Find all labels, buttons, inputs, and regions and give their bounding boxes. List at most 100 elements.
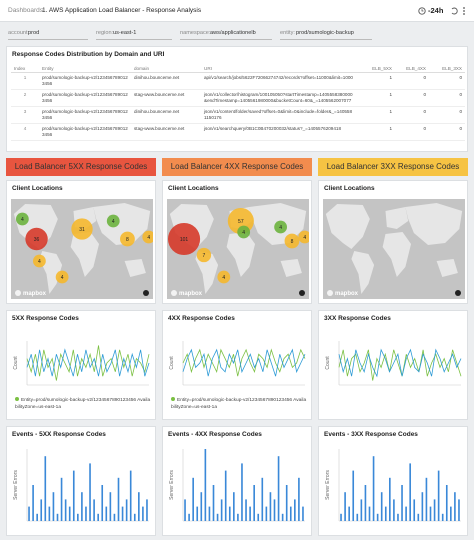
map-bubble xyxy=(55,270,69,284)
event-bar xyxy=(269,492,272,521)
filter[interactable]: namespace: aws/applicationelb xyxy=(180,26,272,40)
event-bar xyxy=(68,506,71,521)
table-cell: prod/sumologic-backup-v2/123456789012345… xyxy=(39,72,131,90)
table-cell: 1 xyxy=(11,72,39,90)
event-bar xyxy=(85,506,87,521)
table-cell: 4 xyxy=(11,123,39,141)
event-bar xyxy=(233,492,235,521)
event-bar xyxy=(368,506,371,521)
bubble-label: 101 xyxy=(180,237,189,243)
map-bubble xyxy=(274,220,287,234)
map-land xyxy=(351,251,375,294)
table-cell: dinihou.bounceme.net xyxy=(131,106,201,124)
column-header: ELB_4XX xyxy=(395,64,429,73)
filter[interactable]: region: us-east-1 xyxy=(96,26,172,40)
map-bubble xyxy=(25,227,48,251)
event-bar xyxy=(125,499,128,521)
legend-item: Entity=prod/sumologic-backup-v2/12345678… xyxy=(171,397,307,411)
event-bar xyxy=(397,513,399,521)
bubble-label: 8 xyxy=(291,239,294,245)
filter-value: prod/sumologic-backup xyxy=(296,30,354,36)
map-land xyxy=(382,232,412,277)
table-cell: 2 xyxy=(11,89,39,107)
table-cell: json/v1/content/folder/saved?offset=0&li… xyxy=(201,106,357,124)
map-bubble xyxy=(237,225,251,239)
chart-title: 3XX Response Codes xyxy=(324,315,391,322)
event-bar xyxy=(294,499,296,521)
top-bar: Dashboards 1. AWS Application Load Balan… xyxy=(0,0,474,22)
map-land xyxy=(280,259,302,277)
filter[interactable]: entity: prod/sumologic-backup xyxy=(280,26,372,40)
breadcrumb[interactable]: Dashboards xyxy=(8,7,44,14)
bubble-label: 4 xyxy=(222,275,225,281)
map-land xyxy=(195,251,219,294)
event-bar xyxy=(121,506,124,521)
event-bar xyxy=(360,499,363,521)
event-bar xyxy=(433,499,436,521)
chart-title: 4XX Response Codes xyxy=(168,315,235,322)
table-cell: json/v1/searchquery/0B1C0B470200032/stat… xyxy=(201,123,357,141)
event-bar xyxy=(429,506,432,521)
bubble-label: 4 xyxy=(21,217,24,223)
legend-swatch xyxy=(171,397,175,401)
table-cell: prod/sumologic-backup-v2/123456789012345… xyxy=(39,89,131,107)
event-bar xyxy=(77,513,79,521)
events-panel: Events - 3XX Response Codes Server Errors xyxy=(318,426,468,536)
table: Index Entity domain URI ELB_5XX ELB_4XX ELB_3X… xyxy=(11,64,465,141)
event-bar xyxy=(216,513,219,521)
legend-swatch xyxy=(15,397,19,401)
event-bar xyxy=(212,485,215,521)
legend-label: Entity=prod/sumologic-backup-v2/12345678… xyxy=(171,398,307,410)
event-bar xyxy=(101,485,104,521)
legend-item: Entity=prod/sumologic-backup-v2/12345678… xyxy=(15,397,151,411)
map: 4 36 31 4 8 4 4 4 mapbox xyxy=(11,199,153,299)
line-chart: Count xyxy=(325,341,462,386)
line-chart: Count xyxy=(13,341,150,386)
event-bar xyxy=(208,506,211,521)
series-line xyxy=(26,348,150,377)
column-header: Entity xyxy=(39,64,131,73)
event-bar xyxy=(441,513,444,521)
event-bar xyxy=(253,485,255,521)
event-bar xyxy=(36,513,38,521)
table-panel: Response Codes Distribution by Domain an… xyxy=(6,46,468,152)
filter-label: account: xyxy=(8,30,30,36)
y-axis-label: Count xyxy=(169,356,175,370)
event-bar xyxy=(285,485,288,521)
series-line xyxy=(182,348,306,377)
event-bar xyxy=(344,492,346,521)
series-line xyxy=(338,348,462,378)
event-bar xyxy=(228,506,231,521)
event-bar xyxy=(89,463,91,521)
dashboard-title[interactable]: 1. AWS Application Load Balancer - Respo… xyxy=(42,7,202,14)
event-bar xyxy=(52,492,55,521)
map-land xyxy=(385,207,409,229)
bubble-label: 4 xyxy=(303,235,306,241)
event-bar xyxy=(60,477,63,521)
event-bar xyxy=(220,499,223,521)
event-bar xyxy=(298,477,300,521)
info-icon xyxy=(299,290,305,296)
toolbar-icons[interactable] xyxy=(450,6,470,16)
event-bar xyxy=(241,463,243,521)
map-title: Client Locations xyxy=(168,185,219,192)
column-header: Index xyxy=(11,64,39,73)
events-title: Events - 4XX Response Codes xyxy=(168,431,262,438)
map-land xyxy=(405,203,463,245)
event-bar xyxy=(380,492,383,521)
event-bar xyxy=(437,470,440,521)
events-chart: Server Errors xyxy=(325,449,461,522)
event-bar xyxy=(348,506,350,521)
events-title: Events - 5XX Response Codes xyxy=(12,431,106,438)
line-chart: Count xyxy=(169,341,306,386)
map-bubble xyxy=(15,212,29,226)
filter[interactable]: account: prod xyxy=(8,26,88,40)
time-range[interactable]: -24h xyxy=(428,6,444,15)
map-bubble xyxy=(298,230,309,244)
event-bar xyxy=(376,513,379,521)
filter-bar: account: prod region: us-east-1 namespace: aw… xyxy=(0,24,474,42)
event-bar xyxy=(129,470,132,521)
series-line xyxy=(26,345,150,381)
table-cell: 0 xyxy=(395,123,429,141)
